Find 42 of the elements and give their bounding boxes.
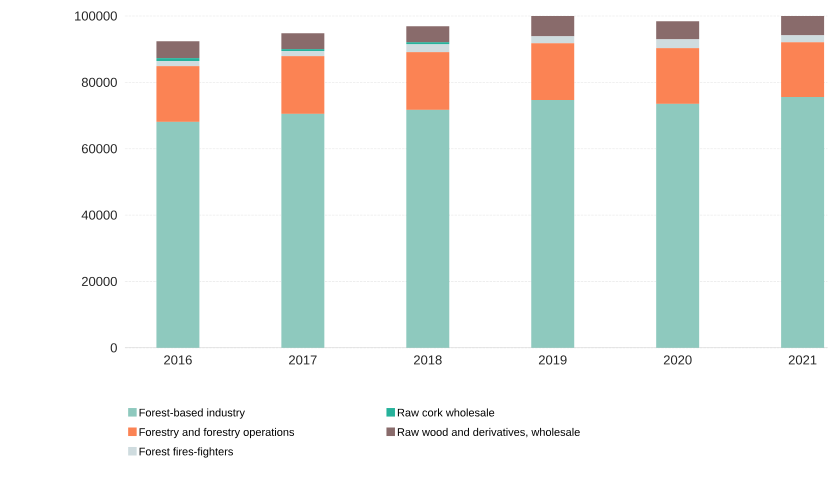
bar bbox=[531, 16, 574, 36]
bar bbox=[781, 97, 824, 348]
y-tick-label: 100000 bbox=[75, 12, 117, 21]
legend-label: Forest fires-fighters bbox=[140, 447, 233, 458]
y-tick-label: 80000 bbox=[82, 78, 117, 88]
legend-label: Raw wood and derivatives, wholesale bbox=[398, 428, 580, 438]
bar bbox=[281, 33, 324, 50]
y-tick-label: 60000 bbox=[82, 144, 117, 154]
x-tick-label: 2019 bbox=[538, 355, 567, 365]
y-tick-label: 0 bbox=[110, 343, 117, 353]
bar bbox=[531, 36, 574, 44]
y-tick-label: 20000 bbox=[82, 276, 117, 286]
legend-label: Forest-based industry bbox=[140, 408, 245, 419]
bar bbox=[156, 66, 200, 122]
bar bbox=[281, 51, 324, 56]
x-tick-label: 2016 bbox=[164, 355, 192, 365]
bar bbox=[781, 16, 824, 36]
bar bbox=[781, 42, 824, 98]
bar bbox=[156, 58, 200, 62]
legend-label: Raw cork wholesale bbox=[398, 408, 494, 417]
bar bbox=[406, 52, 450, 110]
bar bbox=[281, 56, 324, 114]
bar bbox=[156, 61, 200, 66]
bar bbox=[406, 26, 450, 42]
bar bbox=[531, 100, 574, 348]
x-tick-label: 2020 bbox=[664, 355, 692, 365]
bar bbox=[656, 39, 700, 48]
x-tick-label: 2018 bbox=[414, 355, 442, 365]
bar bbox=[656, 21, 700, 40]
bar bbox=[406, 110, 450, 348]
bar bbox=[656, 104, 700, 348]
bar bbox=[156, 41, 200, 58]
bar bbox=[281, 114, 324, 348]
y-tick-label: 40000 bbox=[82, 210, 117, 220]
bar bbox=[156, 122, 200, 348]
x-tick-label: 2017 bbox=[289, 355, 317, 365]
legend-label: Forestry and forestry operations bbox=[140, 428, 294, 438]
bar bbox=[781, 35, 824, 42]
x-tick-label: 2021 bbox=[788, 355, 816, 365]
bar bbox=[406, 44, 450, 52]
bar bbox=[531, 43, 574, 100]
bar bbox=[656, 48, 700, 104]
